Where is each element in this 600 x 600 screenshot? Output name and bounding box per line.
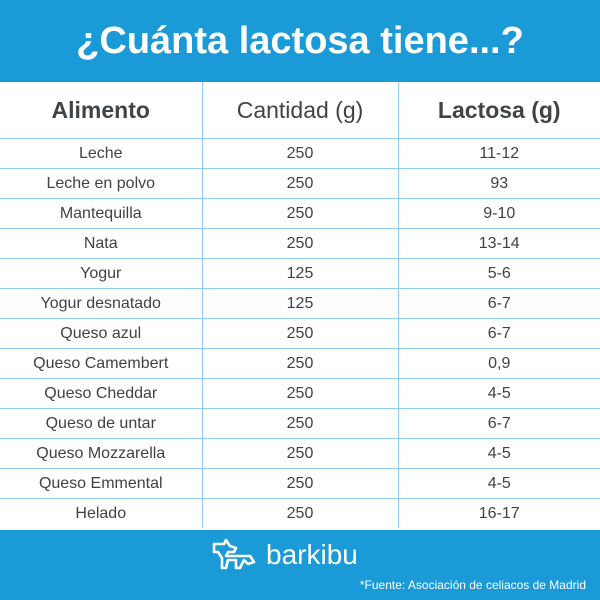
cell-food: Helado: [75, 504, 127, 522]
cell-lactose: 0,9: [397, 348, 600, 379]
table-header-row: Alimento Cantidad (g) Lactosa (g): [0, 82, 600, 139]
cell-food: Yogur: [0, 258, 202, 289]
table-row: Mantequilla 250 9-10: [0, 198, 600, 229]
cell-food: Queso de untar: [0, 408, 202, 439]
column-header-food: Alimento: [0, 82, 202, 139]
brand-logo: barkibu: [210, 538, 358, 572]
cell-food: Nata: [0, 228, 202, 259]
cell-amount: 250: [201, 138, 398, 169]
table-panel: Alimento Cantidad (g) Lactosa (g) Leche 2…: [0, 82, 600, 530]
cell-amount: 250: [201, 318, 398, 349]
cell-amount: 250: [201, 348, 398, 379]
cell-food: Queso Cheddar: [0, 378, 202, 409]
table-row: Leche en polvo 250 93: [0, 168, 600, 199]
table-row: Queso Camembert 250 0,9: [0, 348, 600, 379]
table-row: Leche 250 11-12: [0, 138, 600, 169]
page-title: ¿Cuánta lactosa tiene...?: [76, 19, 524, 62]
cell-amount: 250: [201, 198, 398, 229]
table-row: Queso Mozzarella 250 4-5: [0, 438, 600, 469]
cell-lactose: 4-5: [397, 468, 600, 499]
table-row: Yogur desnatado 125 6-7: [0, 288, 600, 319]
cell-amount: 250: [201, 378, 398, 409]
cell-food: Queso Mozzarella: [0, 438, 202, 469]
cell-food: Yogur desnatado: [0, 288, 202, 319]
cell-food: Queso Emmental: [0, 468, 202, 499]
cell-lactose: 16-17: [397, 498, 600, 528]
cell-lactose: 11-12: [397, 138, 600, 169]
source-note: *Fuente: Asociación de celiacos de Madri…: [359, 578, 586, 592]
table-row: Queso Emmental 250 4-5: [0, 468, 600, 499]
cell-lactose: 6-7: [397, 318, 600, 349]
footer: barkibu *Fuente: Asociación de celiacos …: [0, 530, 600, 600]
table-row: Queso azul 250 6-7: [0, 318, 600, 349]
cell-amount: 250: [201, 438, 398, 469]
cell-food: Mantequilla: [0, 198, 202, 229]
cell-lactose: 9-10: [397, 198, 600, 229]
table-row: Yogur 125 5-6: [0, 258, 600, 289]
cell-amount: 250: [201, 228, 398, 259]
cell-food: Leche: [0, 138, 202, 169]
cell-food: Queso azul: [0, 318, 202, 349]
cell-lactose: 5-6: [397, 258, 600, 289]
cell-lactose: 4-5: [397, 378, 600, 409]
cell-lactose: 6-7: [397, 288, 600, 319]
lactose-table: Alimento Cantidad (g) Lactosa (g) Leche 2…: [0, 82, 600, 528]
cell-lactose: 93: [397, 168, 600, 199]
column-header-lactose: Lactosa (g): [397, 82, 600, 139]
table-row: Nata 250 13-14: [0, 228, 600, 259]
table-row: Queso de untar 250 6-7: [0, 408, 600, 439]
cell-lactose: 6-7: [397, 408, 600, 439]
cell-lactose: 13-14: [397, 228, 600, 259]
dog-logo-icon: [212, 538, 256, 570]
cell-amount: 250: [201, 468, 398, 499]
cell-amount: 125: [201, 258, 398, 289]
cell-amount: 250: [201, 168, 398, 199]
cell-food: Leche en polvo: [0, 168, 202, 199]
cell-amount: 250: [201, 498, 398, 528]
table-row: Helado 250 16-17: [0, 498, 600, 528]
cell-amount: 125: [201, 288, 398, 319]
column-header-amount: Cantidad (g): [201, 82, 398, 139]
cell-amount: 250: [201, 408, 398, 439]
cell-food: Queso Camembert: [0, 348, 202, 379]
cell-lactose: 4-5: [397, 438, 600, 469]
brand-name: barkibu: [266, 539, 358, 570]
table-row: Queso Cheddar 250 4-5: [0, 378, 600, 409]
